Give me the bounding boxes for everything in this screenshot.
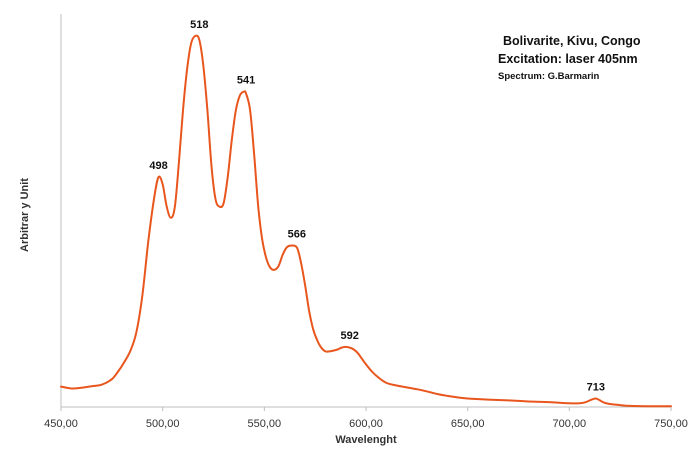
chart-credit: Spectrum: G.Barmarin	[498, 71, 600, 82]
x-tick-label: 650,00	[451, 418, 485, 430]
y-axis-title: Arbitrar y Unit	[19, 178, 31, 252]
peak-label: 713	[587, 381, 605, 393]
peak-label: 541	[237, 75, 255, 87]
x-tick-group: 450,00 500,00 550,00 600,00 650,00 700,00 750,…	[44, 407, 688, 430]
chart-title: Bolivarite, Kivu, Congo	[503, 34, 641, 48]
peak-label: 498	[149, 160, 167, 172]
x-tick-label: 500,00	[146, 418, 180, 430]
peak-label: 518	[190, 19, 208, 31]
peak-label-group: 498 518 541 566 592 713	[149, 19, 605, 393]
x-tick-label: 450,00	[44, 418, 78, 430]
x-tick-label: 750,00	[654, 418, 688, 430]
x-axis-title: Wavelenght	[335, 434, 397, 446]
peak-label: 592	[341, 330, 359, 342]
x-tick-label: 700,00	[553, 418, 587, 430]
series-line	[60, 34, 672, 408]
peak-label: 566	[288, 229, 306, 241]
x-tick-label: 550,00	[248, 418, 282, 430]
x-tick-label: 600,00	[349, 418, 383, 430]
chart-subtitle: Excitation: laser 405nm	[498, 52, 638, 66]
